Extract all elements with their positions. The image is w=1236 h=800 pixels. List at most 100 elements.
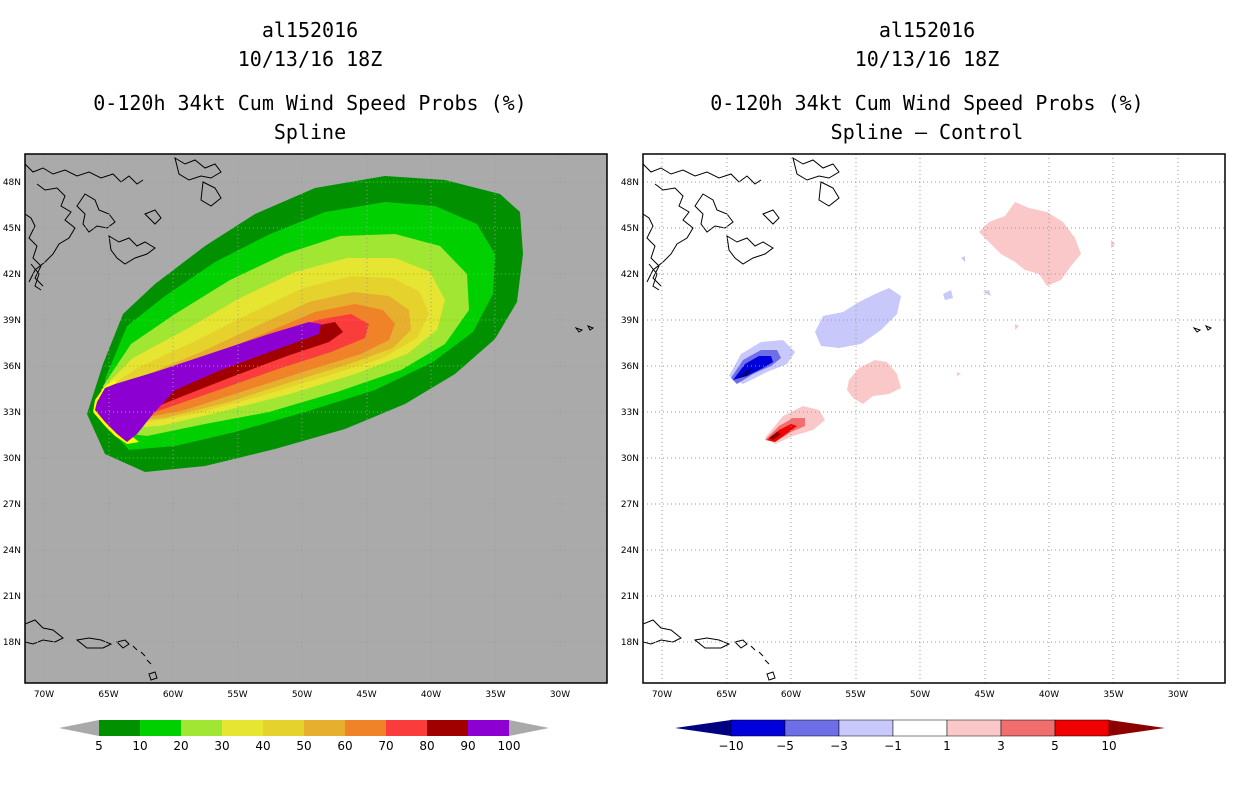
colorbar-swatch	[1000, 719, 1056, 737]
lat-tick-label: 45N	[3, 224, 21, 234]
lon-tick-label: 45W	[356, 690, 376, 700]
colorbar-swatch	[838, 719, 894, 737]
lon-tick-label: 65W	[98, 690, 118, 700]
colorbar-label: 5	[95, 739, 103, 753]
right-datetime: 10/13/16 18Z	[854, 47, 1000, 71]
colorbar-label: 60	[337, 739, 352, 753]
colorbar-label: 100	[498, 739, 521, 753]
lat-tick-label: 36N	[621, 362, 639, 372]
colorbar-label: 20	[173, 739, 188, 753]
colorbar-swatch	[140, 720, 181, 736]
right-map-frame	[642, 153, 1226, 684]
colorbar-label: 5	[1051, 739, 1059, 753]
colorbar-swatch	[222, 720, 263, 736]
colorbar-label: 80	[419, 739, 434, 753]
lat-tick-label: 21N	[3, 592, 21, 602]
azores-island-right	[1192, 325, 1213, 333]
colorbar-extend-low	[59, 720, 99, 736]
colorbar-extend-high	[509, 720, 549, 736]
colorbar-label: −3	[830, 739, 848, 753]
colorbar-swatch	[892, 719, 948, 737]
colorbar-label: 10	[132, 739, 147, 753]
lat-tick-label: 27N	[3, 500, 21, 510]
lat-tick-label: 42N	[3, 270, 21, 280]
lon-tick-label: 35W	[1103, 690, 1123, 700]
azores-island	[574, 325, 595, 333]
diff-neg-blob-2	[815, 288, 901, 348]
lat-tick-label: 39N	[621, 316, 639, 326]
colorbar-swatch	[263, 720, 304, 736]
right-axis-labels: 48N 45N 42N 39N 36N 33N 30N 27N 24N 21N 18N 70W 65W 6…	[621, 178, 1188, 700]
colorbar-label: 70	[378, 739, 393, 753]
colorbar-label: 1	[943, 739, 951, 753]
lon-tick-label: 60W	[163, 690, 183, 700]
lat-tick-label: 42N	[621, 270, 639, 280]
lon-tick-label: 55W	[227, 690, 247, 700]
lon-tick-label: 40W	[1039, 690, 1059, 700]
colorbar-swatch	[468, 720, 509, 736]
colorbar-label: 3	[997, 739, 1005, 753]
left-colorbar: 5 10 20 30 40 50 60 70 80 90 100	[59, 720, 549, 753]
right-subtitle: Spline – Control	[830, 120, 1024, 144]
left-datetime: 10/13/16 18Z	[237, 47, 383, 71]
contour-100	[95, 322, 321, 442]
lat-tick-label: 48N	[3, 178, 21, 188]
diff-pos-max	[769, 432, 781, 440]
diff-pos-blob-3	[979, 202, 1081, 286]
colorbar-label: 30	[214, 739, 229, 753]
left-axis-labels: 48N 45N 42N 39N 36N 33N 30N 27N 24N 21N 18N 70W 65W 6…	[3, 178, 570, 700]
right-colorbar: −10 −5 −3 −1 1 3 5 10	[675, 719, 1165, 753]
lat-tick-label: 33N	[3, 408, 21, 418]
lon-tick-label: 30W	[550, 690, 570, 700]
lat-tick-label: 30N	[621, 454, 639, 464]
lon-tick-label: 55W	[845, 690, 865, 700]
lon-tick-label: 30W	[1168, 690, 1188, 700]
colorbar-swatch	[1054, 719, 1110, 737]
right-product: 0-120h 34kt Cum Wind Speed Probs (%)	[710, 91, 1144, 115]
lat-tick-label: 24N	[3, 546, 21, 556]
lat-tick-label: 18N	[621, 638, 639, 648]
colorbar-label: −10	[718, 739, 743, 753]
lon-tick-label: 50W	[910, 690, 930, 700]
right-map-background	[643, 154, 1225, 683]
lat-tick-label: 30N	[3, 454, 21, 464]
lon-tick-label: 65W	[716, 690, 736, 700]
colorbar-swatch	[946, 719, 1002, 737]
lat-tick-label: 24N	[621, 546, 639, 556]
colorbar-label: 40	[255, 739, 270, 753]
right-difference-contours	[729, 202, 1115, 444]
colorbar-swatch	[181, 720, 222, 736]
lon-tick-label: 35W	[485, 690, 505, 700]
colorbar-label: 50	[296, 739, 311, 753]
colorbar-label: 90	[460, 739, 475, 753]
colorbar-extend-low	[675, 720, 731, 736]
colorbar-swatch	[784, 719, 840, 737]
left-subtitle: Spline	[273, 120, 347, 144]
lon-tick-label: 50W	[292, 690, 312, 700]
left-map-frame	[24, 153, 608, 684]
right-storm-id: al152016	[878, 18, 976, 42]
colorbar-swatch	[730, 719, 786, 737]
colorbar-swatch	[345, 720, 386, 736]
lat-tick-label: 21N	[621, 592, 639, 602]
diff-neg-max	[737, 368, 753, 378]
right-panel-title: al152016 10/13/16 18Z 0-120h 34kt Cum Wi…	[627, 16, 1227, 147]
lon-tick-label: 45W	[974, 690, 994, 700]
lat-tick-label: 33N	[621, 408, 639, 418]
lat-tick-label: 36N	[3, 362, 21, 372]
left-panel-title: al152016 10/13/16 18Z 0-120h 34kt Cum Wi…	[10, 16, 610, 147]
diff-neg-specks	[943, 256, 991, 300]
right-map	[643, 154, 1225, 683]
colorbar-label: 10	[1101, 739, 1116, 753]
lat-tick-label: 27N	[621, 500, 639, 510]
colorbar-swatch	[386, 720, 427, 736]
left-probability-contours	[87, 176, 523, 472]
lon-tick-label: 40W	[421, 690, 441, 700]
lon-tick-label: 70W	[652, 690, 672, 700]
lat-tick-label: 18N	[3, 638, 21, 648]
colorbar-swatch	[99, 720, 140, 736]
diff-pos-blob-2	[847, 360, 901, 404]
lat-tick-label: 39N	[3, 316, 21, 326]
lon-tick-label: 70W	[34, 690, 54, 700]
